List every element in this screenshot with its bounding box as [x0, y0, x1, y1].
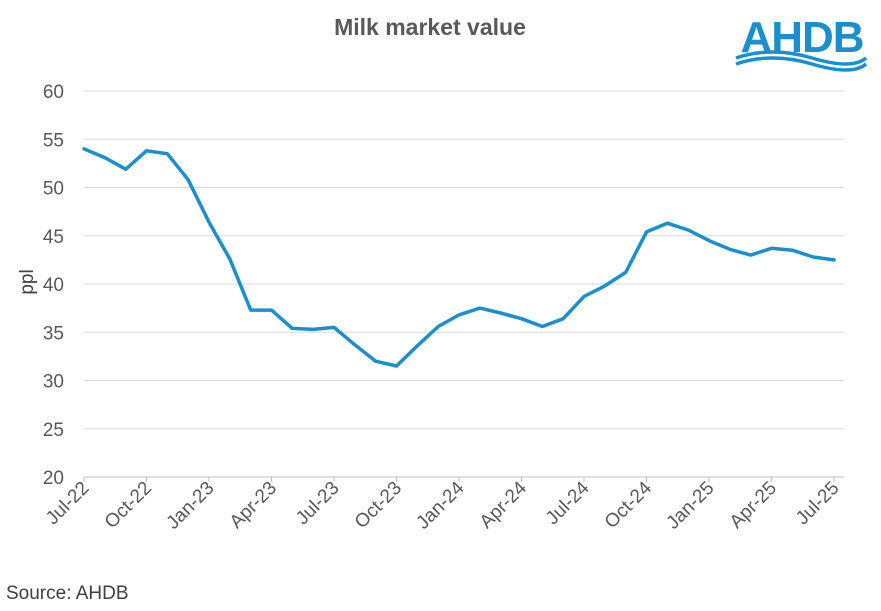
y-axis-tick-labels: 20 25 30 35 40 45 50 55 60 [43, 82, 64, 489]
x-tick-label: Jan-25 [663, 478, 719, 534]
y-tick-label: 50 [43, 179, 64, 200]
x-tick-label: Oct-22 [101, 478, 156, 533]
y-tick-label: 40 [43, 275, 64, 296]
ahdb-logo: AHDB [732, 6, 872, 77]
series-layer [82, 147, 836, 368]
series-line [82, 147, 836, 368]
x-tick-label: Jul-23 [292, 478, 343, 529]
gridlines [84, 90, 844, 478]
x-tick-label: Jul-25 [792, 478, 843, 529]
y-tick-label: 45 [43, 227, 64, 248]
y-tick-label: 20 [43, 468, 64, 489]
x-tick-label: Apr-25 [726, 478, 781, 533]
chart-title: Milk market value [334, 14, 526, 40]
source-note: Source: AHDB [6, 583, 129, 604]
y-tick-label: 25 [43, 420, 64, 441]
x-tick-label: Apr-24 [476, 477, 531, 532]
x-axis-tick-labels: Jul-22 Oct-22 Jan-23 Apr-23 Jul-23 Oct-23 Jan-… [42, 477, 844, 534]
x-tick-label: Jul-24 [542, 477, 594, 529]
y-tick-label: 30 [43, 372, 64, 393]
y-tick-label: 60 [43, 82, 64, 103]
x-tick-label: Oct-23 [351, 478, 406, 533]
y-axis-label: ppl [17, 269, 38, 294]
x-tick-label: Jan-24 [413, 477, 469, 533]
x-tick-label: Apr-23 [226, 478, 281, 533]
y-tick-label: 35 [43, 323, 64, 344]
x-tick-label: Jan-23 [163, 478, 219, 534]
y-tick-label: 55 [43, 130, 64, 151]
x-tick-label: Oct-24 [601, 477, 656, 532]
